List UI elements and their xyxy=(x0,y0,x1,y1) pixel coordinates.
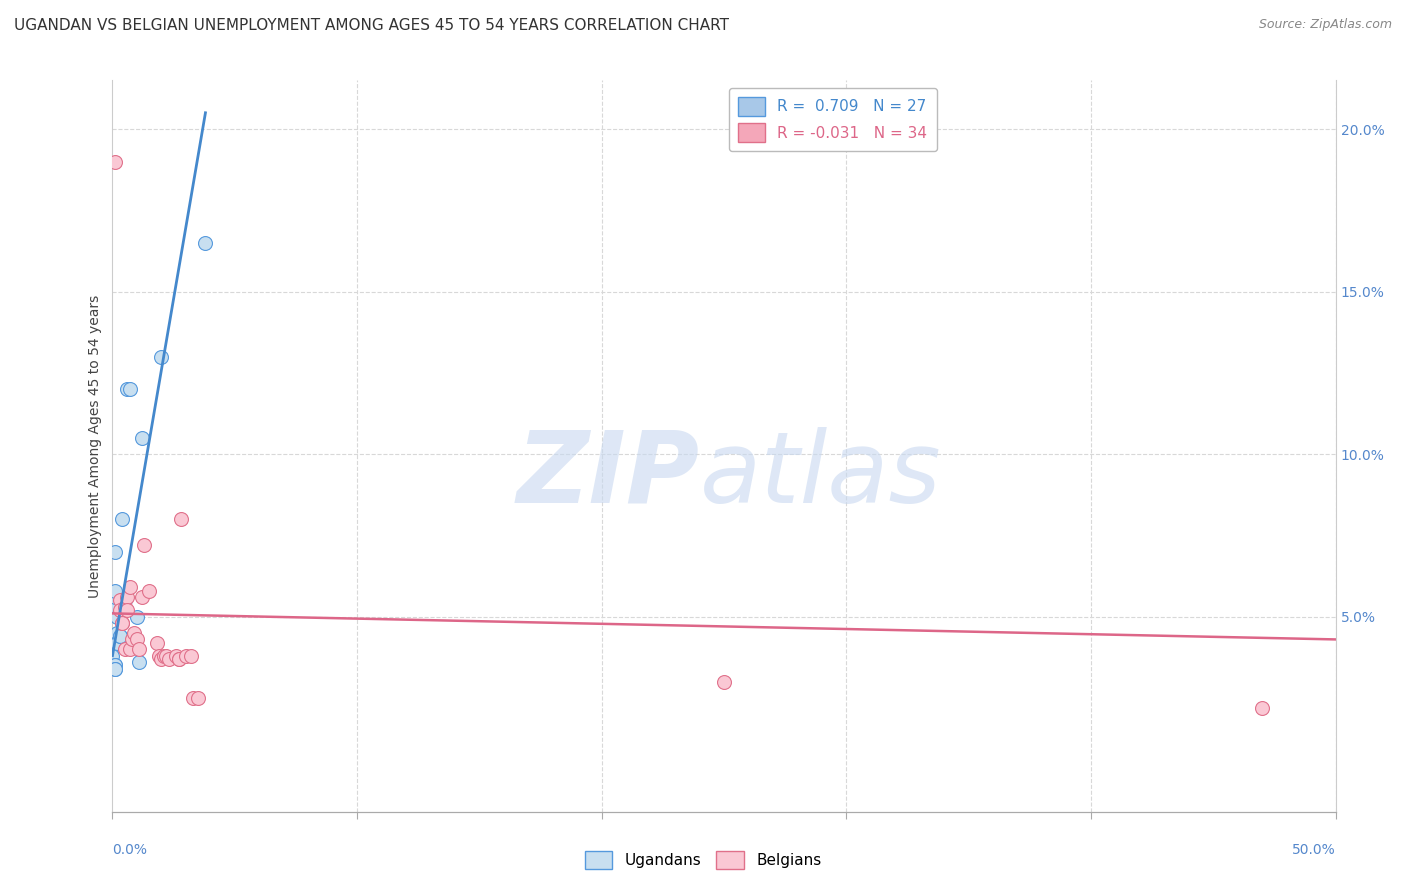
Text: ZIP: ZIP xyxy=(516,426,700,524)
Point xyxy=(108,593,131,607)
Point xyxy=(111,616,134,631)
Point xyxy=(148,648,170,663)
Point xyxy=(104,590,127,604)
Point xyxy=(180,648,202,663)
Point xyxy=(118,642,141,657)
Legend: R =  0.709   N = 27, R = -0.031   N = 34: R = 0.709 N = 27, R = -0.031 N = 34 xyxy=(728,88,936,151)
Point xyxy=(104,658,127,673)
Point xyxy=(121,632,143,647)
Point xyxy=(105,635,128,649)
Point xyxy=(167,652,190,666)
Point xyxy=(125,632,148,647)
Legend: Ugandans, Belgians: Ugandans, Belgians xyxy=(578,845,828,875)
Point xyxy=(181,690,204,705)
Text: 50.0%: 50.0% xyxy=(1292,843,1336,857)
Point xyxy=(134,538,156,552)
Point xyxy=(118,382,141,396)
Point xyxy=(131,431,153,445)
Point xyxy=(125,609,148,624)
Text: 0.0%: 0.0% xyxy=(112,843,148,857)
Point xyxy=(150,350,173,364)
Point xyxy=(114,599,136,614)
Point xyxy=(104,154,127,169)
Point xyxy=(167,652,190,666)
Point xyxy=(108,629,131,643)
Point xyxy=(111,603,134,617)
Text: UGANDAN VS BELGIAN UNEMPLOYMENT AMONG AGES 45 TO 54 YEARS CORRELATION CHART: UGANDAN VS BELGIAN UNEMPLOYMENT AMONG AG… xyxy=(14,18,730,33)
Point xyxy=(194,235,217,250)
Point xyxy=(111,512,134,526)
Point xyxy=(104,583,127,598)
Point xyxy=(118,581,141,595)
Point xyxy=(108,629,131,643)
Point xyxy=(115,382,138,396)
Point xyxy=(108,603,131,617)
Point xyxy=(157,652,180,666)
Point xyxy=(104,662,127,676)
Point xyxy=(101,642,124,657)
Text: atlas: atlas xyxy=(700,426,941,524)
Point xyxy=(114,642,136,657)
Point xyxy=(105,609,128,624)
Point xyxy=(105,635,128,649)
Point xyxy=(128,642,150,657)
Point xyxy=(153,648,176,663)
Point xyxy=(101,648,124,663)
Point xyxy=(115,603,138,617)
Point xyxy=(104,544,127,558)
Point xyxy=(145,635,167,649)
Text: Source: ZipAtlas.com: Source: ZipAtlas.com xyxy=(1258,18,1392,31)
Point xyxy=(104,599,127,614)
Point xyxy=(1251,700,1274,714)
Point xyxy=(150,652,173,666)
Point xyxy=(115,590,138,604)
Point xyxy=(124,626,146,640)
Point xyxy=(187,690,209,705)
Point xyxy=(174,648,197,663)
Point xyxy=(105,626,128,640)
Point xyxy=(104,662,127,676)
Point xyxy=(165,648,187,663)
Point xyxy=(104,599,127,614)
Y-axis label: Unemployment Among Ages 45 to 54 years: Unemployment Among Ages 45 to 54 years xyxy=(89,294,103,598)
Point xyxy=(155,648,177,663)
Point xyxy=(111,616,134,631)
Point xyxy=(713,674,735,689)
Point xyxy=(131,590,153,604)
Point xyxy=(114,593,136,607)
Point xyxy=(170,512,193,526)
Point xyxy=(138,583,160,598)
Point xyxy=(128,655,150,669)
Point xyxy=(104,658,127,673)
